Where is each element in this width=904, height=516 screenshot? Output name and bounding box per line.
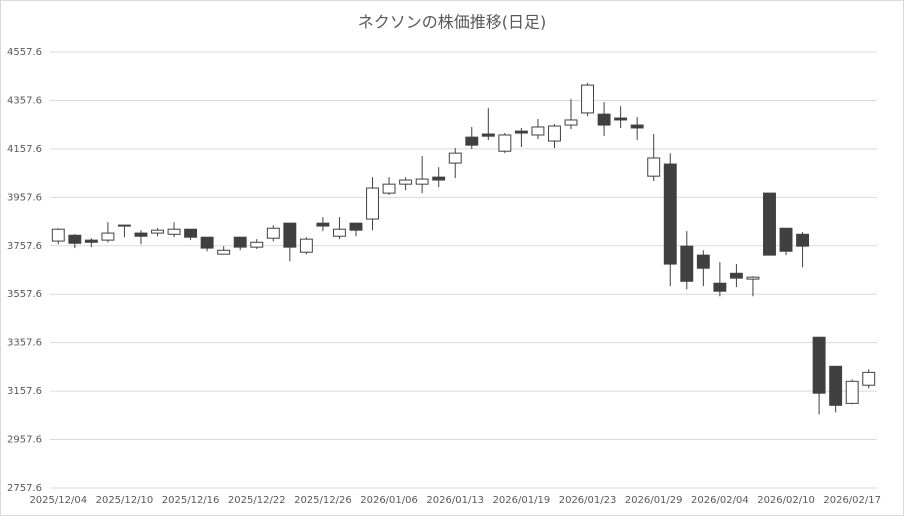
candle-body bbox=[564, 119, 578, 126]
candle-body bbox=[514, 130, 528, 134]
x-tick-label: 2026/02/17 bbox=[823, 495, 881, 506]
candle-body bbox=[349, 222, 363, 231]
candle-body bbox=[597, 113, 611, 126]
y-tick-label: 3757.6 bbox=[7, 241, 42, 252]
candle-body bbox=[663, 163, 677, 265]
candle-body bbox=[200, 236, 214, 249]
candle-body bbox=[151, 229, 164, 234]
y-tick-label: 3157.6 bbox=[7, 386, 42, 397]
candle-body bbox=[581, 84, 595, 114]
y-tick-label: 3957.6 bbox=[7, 192, 42, 203]
candle-body bbox=[696, 254, 710, 269]
y-tick-label: 4357.6 bbox=[7, 95, 42, 106]
candle-body bbox=[448, 152, 462, 164]
chart-title: ネクソンの株価推移(日足) bbox=[358, 13, 547, 32]
x-tick-label: 2026/01/13 bbox=[426, 495, 484, 506]
candle-body bbox=[614, 117, 628, 121]
candle-body bbox=[481, 133, 495, 137]
candle-body bbox=[862, 371, 876, 386]
x-tick-label: 2025/12/10 bbox=[96, 495, 154, 506]
candle-body bbox=[432, 176, 446, 181]
candle-body bbox=[548, 125, 561, 142]
candle-body bbox=[845, 380, 859, 404]
candle-body bbox=[779, 227, 793, 252]
candle-body bbox=[283, 222, 297, 248]
candle-body bbox=[250, 241, 264, 248]
y-tick-label: 3557.6 bbox=[7, 289, 42, 300]
x-tick-label: 2026/01/29 bbox=[625, 495, 683, 506]
x-tick-label: 2026/01/06 bbox=[360, 495, 418, 506]
x-tick-label: 2026/01/19 bbox=[493, 495, 551, 506]
candle-body bbox=[796, 233, 810, 247]
candle-body bbox=[465, 136, 479, 146]
candle-body bbox=[531, 126, 545, 136]
candle-body bbox=[167, 228, 181, 235]
x-tick-label: 2025/12/26 bbox=[294, 495, 352, 506]
x-tick-label: 2025/12/04 bbox=[29, 495, 87, 506]
candle-body bbox=[399, 179, 413, 185]
candle-body bbox=[101, 232, 115, 241]
candle-body bbox=[316, 222, 330, 227]
y-tick-label: 2957.6 bbox=[7, 435, 42, 446]
x-tick-label: 2026/02/10 bbox=[757, 495, 815, 506]
y-tick-label: 4557.6 bbox=[7, 47, 42, 58]
candle-body bbox=[51, 228, 65, 242]
candle-body bbox=[415, 178, 429, 185]
candle-body bbox=[812, 336, 826, 394]
candle-body bbox=[713, 282, 727, 292]
y-tick-label: 2757.6 bbox=[7, 483, 42, 494]
candle-body bbox=[217, 249, 231, 255]
candle-body bbox=[630, 124, 644, 129]
candle-body bbox=[498, 134, 512, 152]
candle-body bbox=[134, 232, 148, 237]
candle-body bbox=[746, 276, 760, 280]
candle-body bbox=[332, 228, 346, 237]
x-tick-label: 2026/01/23 bbox=[559, 495, 617, 506]
candle-body bbox=[184, 228, 198, 238]
candle-body bbox=[647, 157, 661, 177]
candle-body bbox=[366, 187, 379, 220]
candle-body bbox=[68, 234, 82, 244]
candle-body bbox=[233, 236, 247, 248]
x-tick-label: 2025/12/16 bbox=[162, 495, 220, 506]
y-tick-label: 3357.6 bbox=[7, 338, 42, 349]
candle-body bbox=[84, 239, 98, 243]
candle-body bbox=[266, 227, 280, 239]
candle-body bbox=[829, 365, 843, 406]
candle-body bbox=[382, 183, 396, 194]
candle-body bbox=[763, 192, 776, 256]
candle-body bbox=[117, 224, 131, 227]
x-tick-label: 2026/02/04 bbox=[691, 495, 749, 506]
candle-body bbox=[680, 245, 694, 282]
y-tick-label: 4157.6 bbox=[7, 144, 42, 155]
candle-body bbox=[729, 272, 743, 279]
candle-body bbox=[299, 238, 313, 253]
x-tick-label: 2025/12/22 bbox=[228, 495, 286, 506]
